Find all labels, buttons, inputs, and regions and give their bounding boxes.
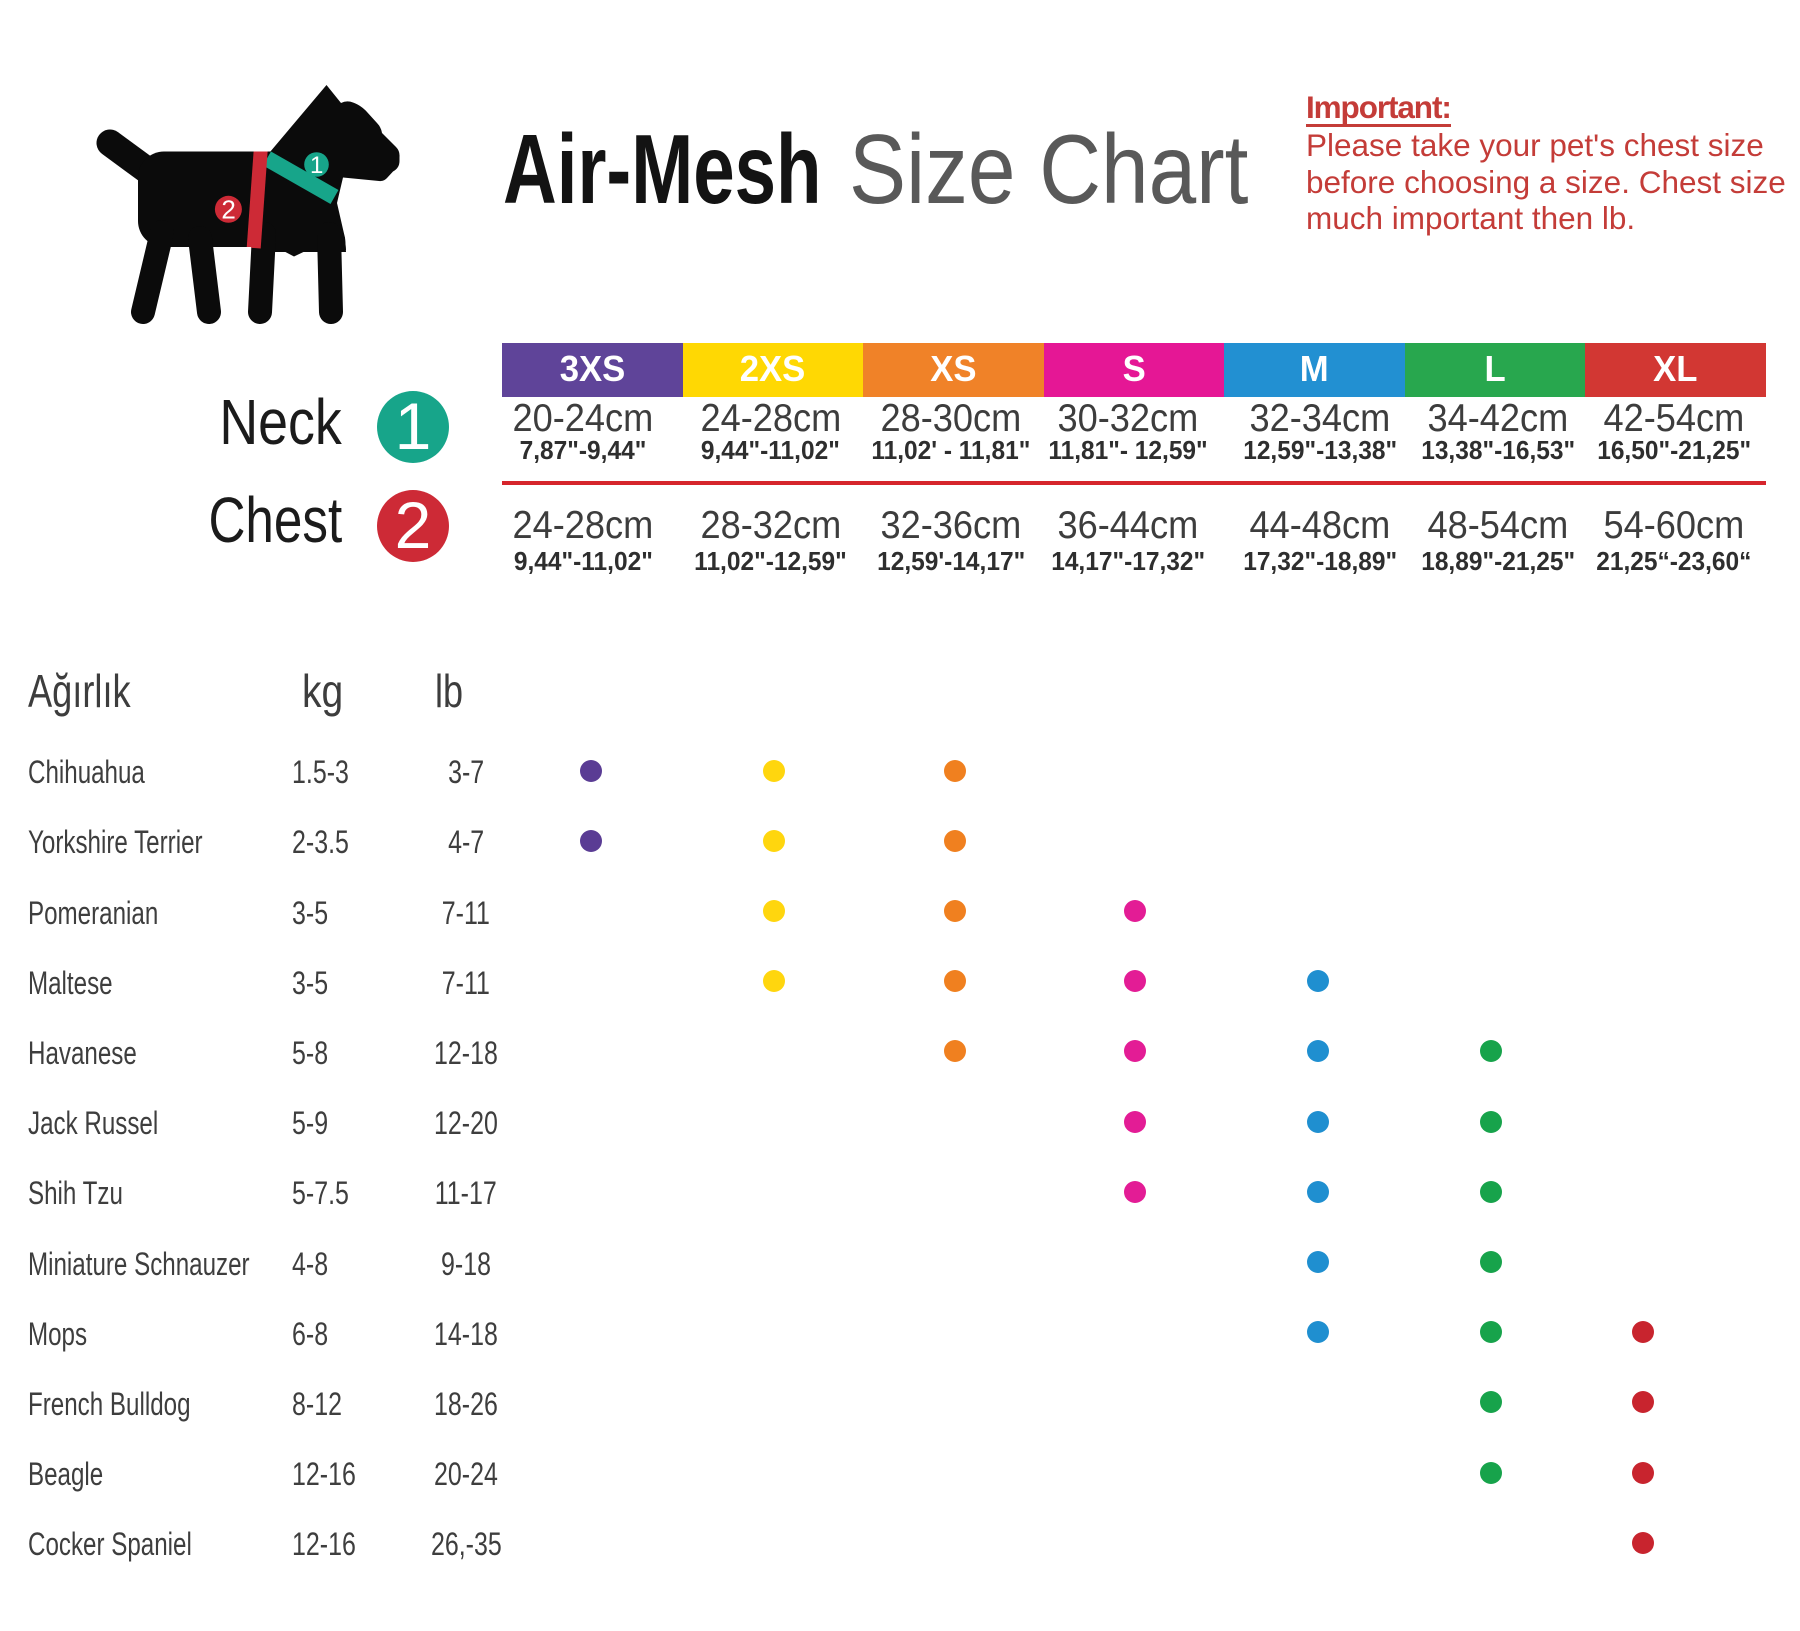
svg-text:1: 1 bbox=[310, 152, 323, 179]
svg-text:2: 2 bbox=[221, 195, 235, 225]
